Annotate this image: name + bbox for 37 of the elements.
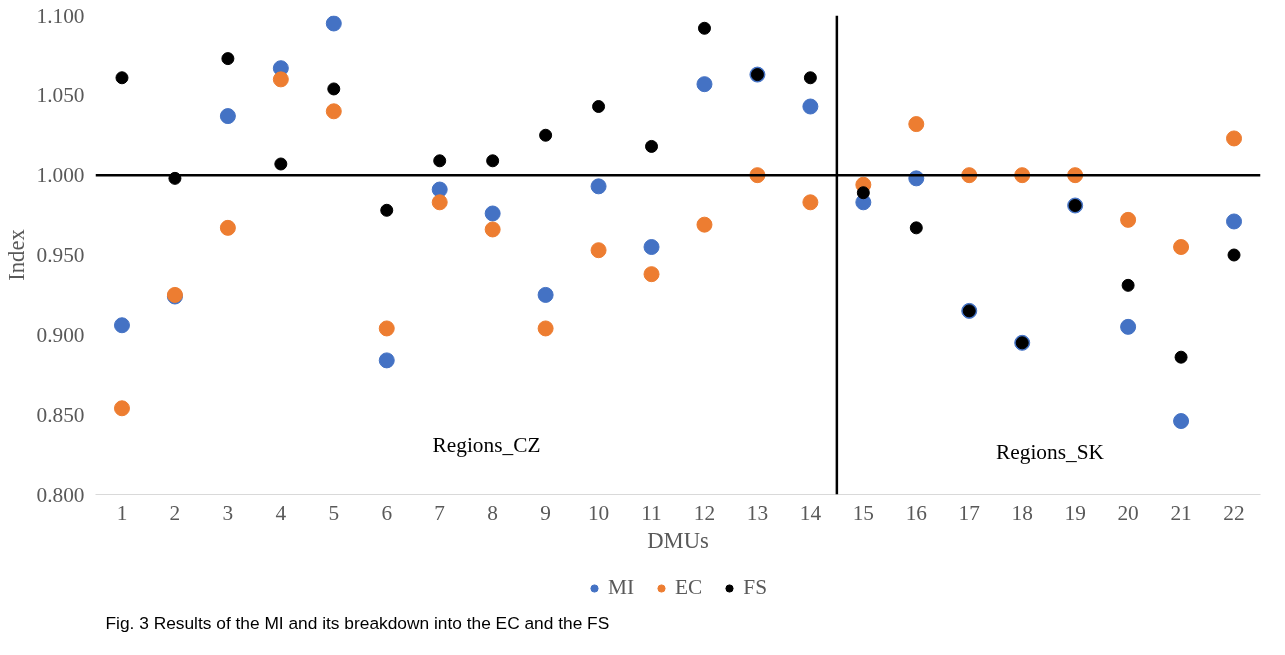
x-tick-label: 22 — [1223, 500, 1245, 525]
legend-label: EC — [675, 575, 703, 600]
x-tick-label: 8 — [487, 500, 498, 525]
x-tick-label: 18 — [1011, 500, 1033, 525]
y-tick-label: 1.050 — [36, 83, 85, 108]
y-tick-label: 0.800 — [36, 482, 85, 507]
x-tick-label: 11 — [641, 500, 662, 525]
y-tick-label: 0.850 — [36, 402, 85, 427]
y-tick-label: 1.100 — [36, 3, 85, 28]
x-tick-label: 13 — [746, 500, 769, 525]
y-axis-title: Index — [3, 228, 29, 281]
y-tick-label: 0.950 — [36, 243, 85, 267]
x-tick-label: 5 — [328, 500, 340, 525]
x-tick-label: 14 — [799, 500, 822, 525]
x-tick-label: 20 — [1117, 500, 1139, 525]
y-tick-label: 1.000 — [36, 163, 85, 188]
x-axis-title: DMUs — [647, 527, 709, 553]
y-tick-label: 0.900 — [36, 322, 85, 347]
x-tick-label: 16 — [905, 500, 928, 525]
legend-label: FS — [743, 575, 768, 600]
legend-label: MI — [608, 575, 635, 600]
x-tick-label: 10 — [587, 500, 610, 525]
x-tick-label: 3 — [222, 500, 234, 525]
x-tick-label: 12 — [693, 500, 716, 525]
annotation: Regions_SK — [996, 439, 1105, 464]
x-tick-label: 9 — [540, 500, 551, 525]
x-tick-label: 4 — [275, 500, 287, 525]
x-tick-label: 6 — [381, 500, 393, 525]
x-tick-label: 17 — [958, 500, 981, 525]
x-tick-label: 15 — [852, 500, 874, 525]
x-tick-label: 1 — [116, 500, 128, 525]
caption: Fig. 3 Results of the MI and its breakdown into the EC and the FS — [105, 612, 610, 633]
annotation: Regions_CZ — [432, 433, 541, 458]
x-tick-label: 19 — [1064, 500, 1086, 525]
x-tick-label: 21 — [1170, 500, 1192, 525]
x-tick-label: 2 — [169, 500, 181, 525]
x-tick-label: 7 — [434, 500, 446, 525]
